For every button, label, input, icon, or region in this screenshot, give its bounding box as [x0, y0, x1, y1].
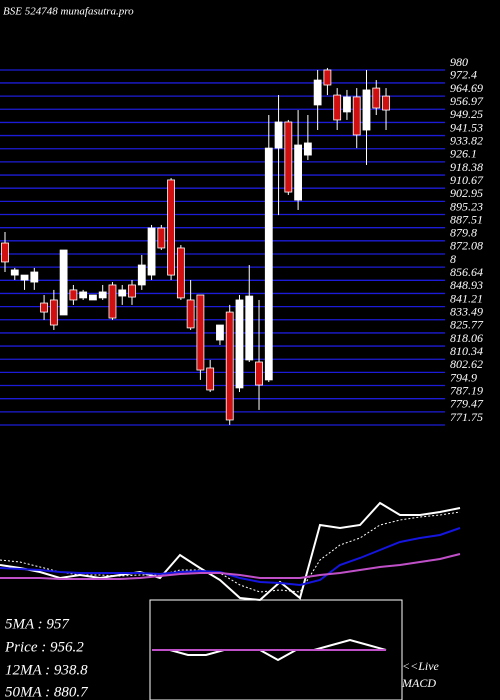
candle-body — [352, 96, 361, 136]
y-tick-label: 833.49 — [450, 305, 483, 319]
candle-body — [30, 271, 39, 283]
candle-body — [216, 324, 224, 341]
candle-body — [157, 227, 166, 249]
candle-body — [167, 179, 175, 276]
y-tick-label: 887.51 — [450, 212, 483, 226]
candle-body — [274, 121, 283, 149]
candle-body — [382, 95, 390, 111]
candle-body — [40, 302, 48, 313]
live-label: <<Live — [402, 659, 440, 673]
candle-body — [206, 367, 215, 391]
candle-body — [147, 227, 156, 276]
stat: 5MA : 957 — [5, 616, 70, 632]
y-tick-label: 910.67 — [450, 173, 484, 187]
candle-body — [362, 89, 371, 131]
candle-body — [20, 274, 29, 281]
y-tick-label: 872.08 — [450, 239, 483, 253]
y-tick-label: 980 — [450, 55, 468, 69]
y-tick-label: 779.47 — [450, 397, 484, 411]
y-tick-label: 841.21 — [450, 291, 483, 305]
candle-body — [255, 361, 263, 386]
y-tick-label: 8 — [450, 252, 456, 266]
candle-body — [313, 79, 322, 106]
y-tick-label: 918.38 — [450, 160, 483, 174]
y-tick-label: 810.34 — [450, 344, 483, 358]
y-tick-label: 848.93 — [450, 278, 483, 292]
candle-body — [59, 249, 68, 316]
candle-body — [108, 284, 117, 319]
series-line — [0, 501, 461, 602]
y-tick-label: 956.97 — [450, 94, 484, 108]
y-tick-label: 933.82 — [450, 133, 483, 147]
y-tick-label: 771.75 — [450, 410, 483, 424]
y-tick-label: 794.9 — [450, 370, 477, 384]
y-tick-label: 972.4 — [450, 68, 477, 82]
y-tick-label: 964.69 — [450, 81, 483, 95]
candle-body — [235, 299, 244, 389]
candle-body — [303, 142, 312, 156]
candle-body — [294, 144, 303, 201]
candle-body — [79, 291, 88, 299]
y-tick-label: 879.8 — [450, 226, 477, 240]
candle-body — [284, 121, 293, 193]
chart-title: BSE 524748 munafasutra.pro — [3, 6, 134, 18]
stat: Price : 956.2 — [4, 639, 84, 655]
macd-box — [149, 599, 403, 700]
candle-body — [98, 291, 107, 299]
candle-body — [176, 247, 185, 299]
candle-body — [323, 69, 332, 86]
candle-body — [69, 289, 78, 301]
candle-body — [186, 299, 195, 329]
y-tick-label: 818.06 — [450, 331, 483, 345]
candle-body — [49, 299, 58, 326]
y-tick-label: 895.23 — [450, 199, 483, 213]
stat: 50MA : 880.7 — [5, 684, 89, 700]
candle-body — [196, 294, 205, 371]
y-tick-label: 787.19 — [450, 383, 483, 397]
candle-body — [333, 94, 342, 121]
candle-body — [343, 96, 351, 113]
candle-body — [128, 284, 136, 298]
stat: 12MA : 938.8 — [5, 662, 88, 678]
candle-body — [89, 294, 97, 301]
y-tick-label: 941.53 — [450, 120, 483, 134]
y-tick-label: 802.62 — [450, 357, 483, 371]
candle-body — [1, 242, 9, 263]
y-tick-label: 902.95 — [450, 186, 483, 200]
y-tick-label: 926.1 — [450, 147, 477, 161]
series-line — [152, 638, 387, 662]
y-tick-label: 949.25 — [450, 107, 483, 121]
y-tick-label: 825.77 — [450, 318, 484, 332]
y-tick-label: 856.64 — [450, 265, 483, 279]
candle-body — [264, 147, 273, 381]
candle-body — [372, 87, 381, 109]
macd-label: MACD — [401, 676, 436, 690]
series-line — [0, 553, 461, 580]
candle-body — [225, 311, 234, 421]
candle-body — [10, 269, 19, 276]
candle-body — [137, 264, 146, 286]
candle-body — [245, 295, 254, 361]
candle-body — [118, 289, 127, 297]
